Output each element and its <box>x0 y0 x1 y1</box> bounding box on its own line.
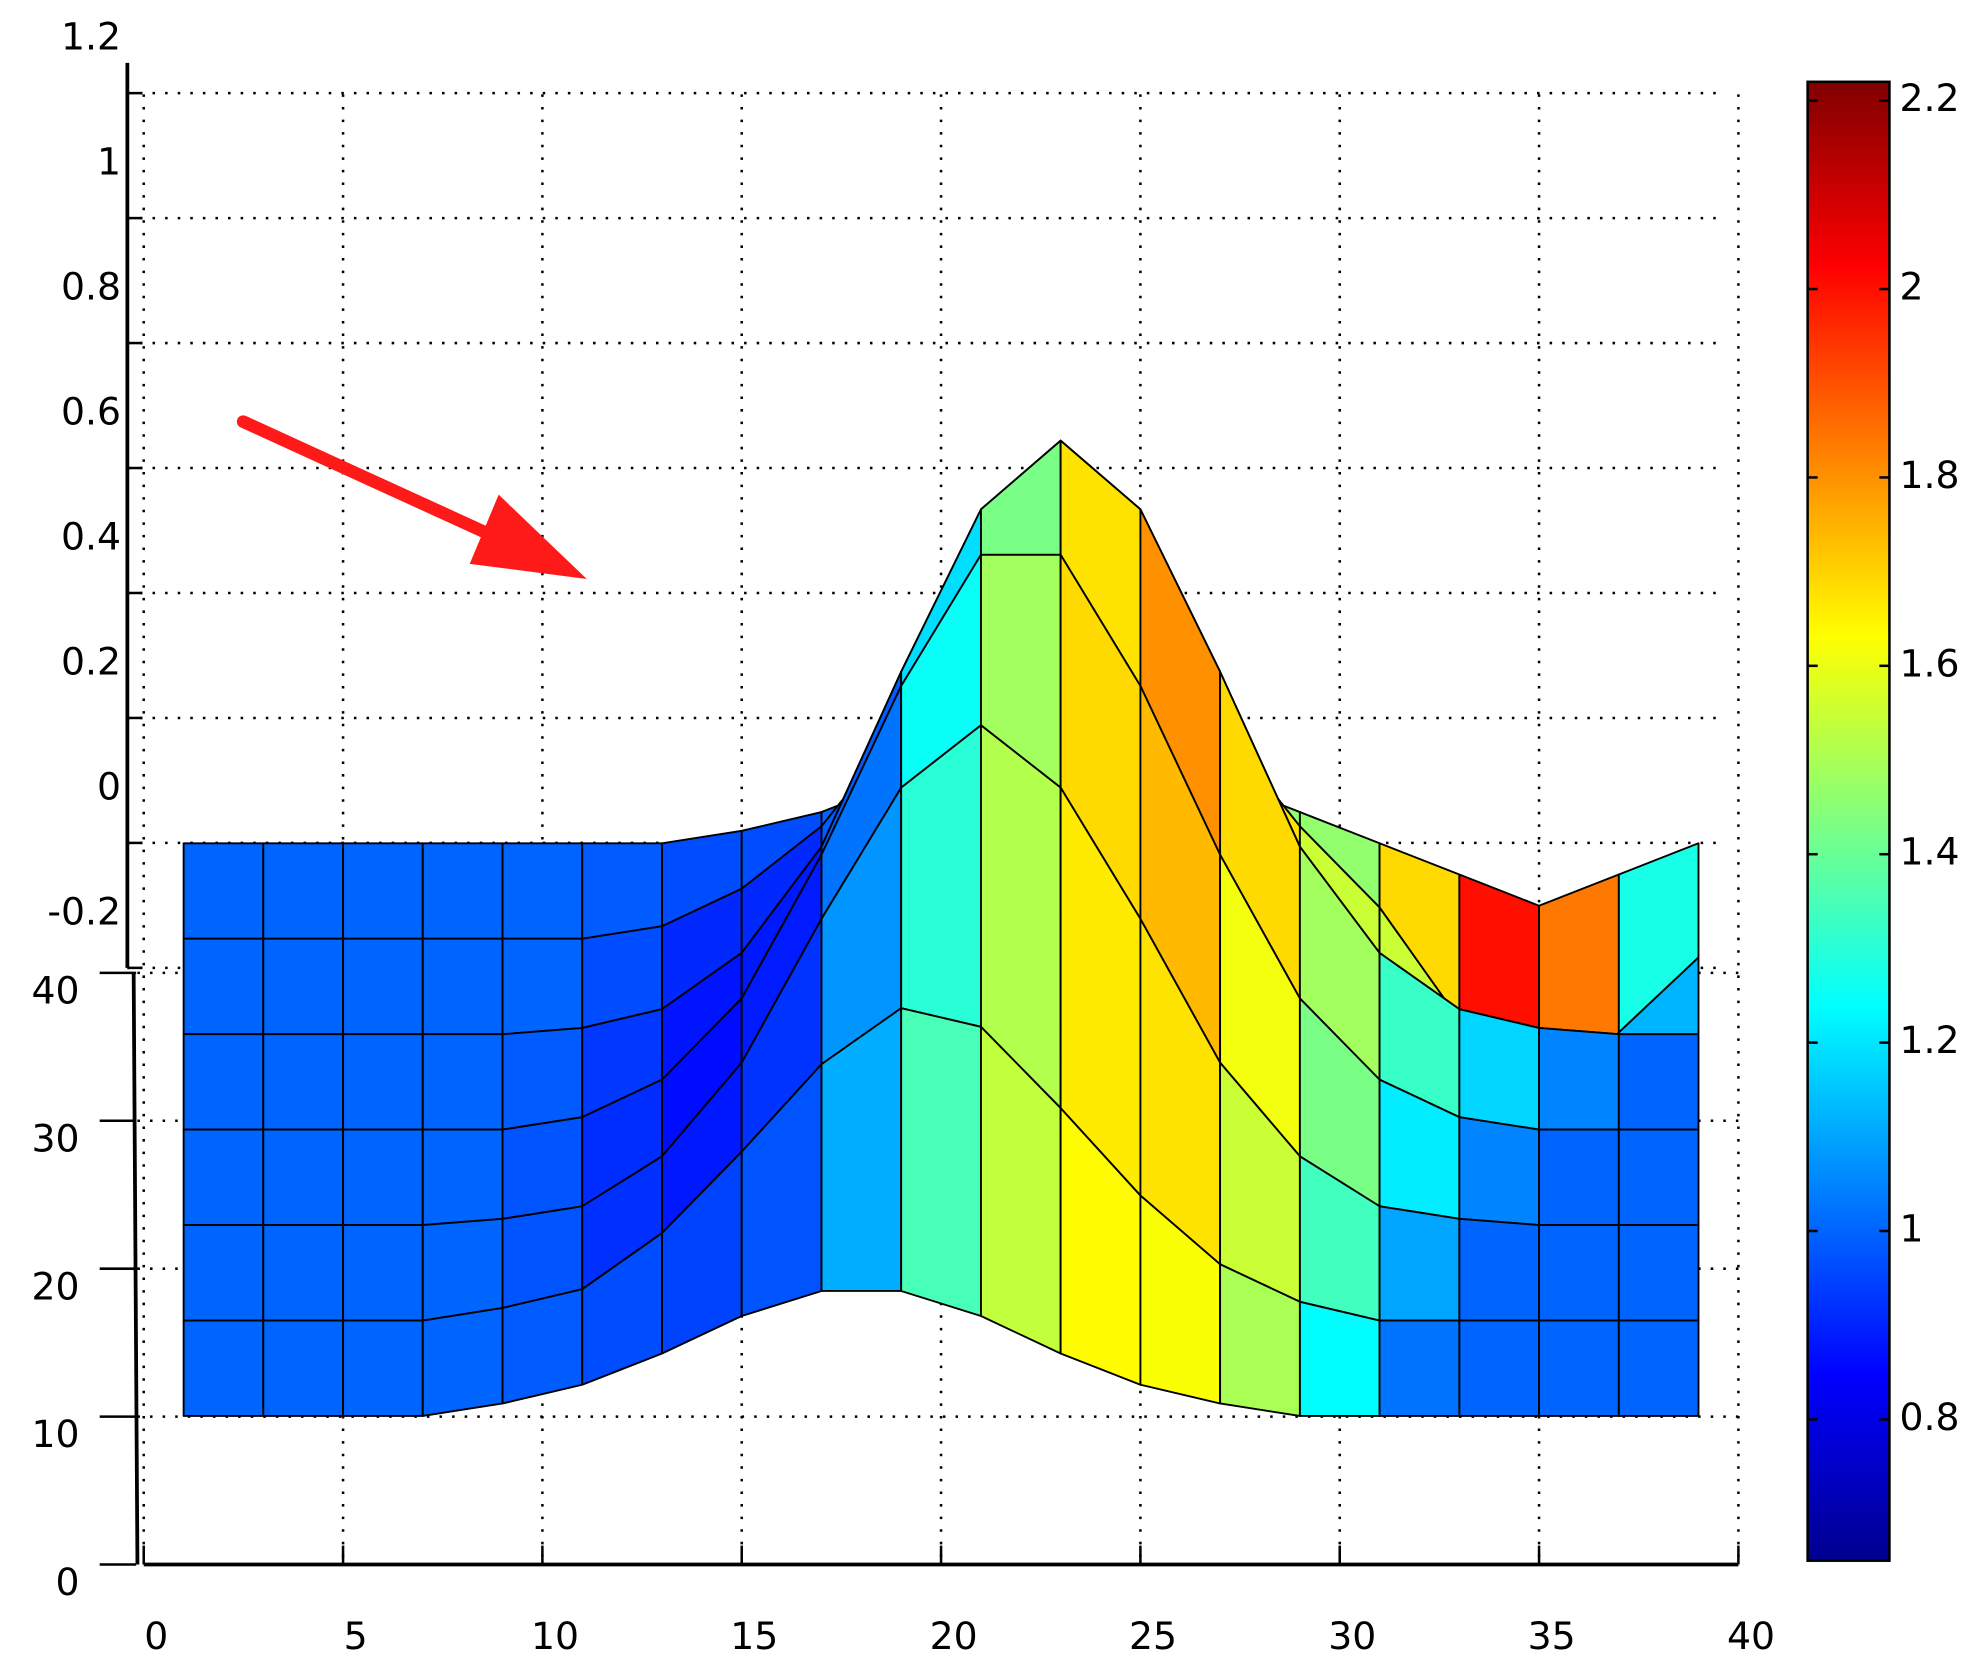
surface-patch <box>182 842 265 940</box>
surface-patch <box>342 1033 424 1131</box>
colorbar-tick-label: 1.2 <box>1900 1018 1960 1062</box>
surface-patch <box>501 1026 584 1131</box>
surface-patch <box>182 937 265 1036</box>
z-tick-label: 1.2 <box>61 15 121 59</box>
z-tick-label: 0.8 <box>61 264 121 308</box>
surface-patch <box>1617 1319 1700 1417</box>
surface-patch <box>1458 1319 1540 1417</box>
surface-patch <box>421 1128 504 1226</box>
surface-patch <box>1617 1128 1700 1226</box>
surface-patch <box>342 1128 424 1226</box>
surface-patch <box>1458 1008 1540 1131</box>
surface-patch <box>421 1217 504 1322</box>
surface-patch <box>900 1007 982 1317</box>
surface <box>182 439 1700 1417</box>
surface-patch <box>1538 1026 1620 1131</box>
x-tick-label: 30 <box>1328 1614 1376 1658</box>
z-tick-label: -0.2 <box>47 889 121 933</box>
x-tick-label: 15 <box>730 1614 778 1658</box>
surface-patch <box>501 1288 584 1405</box>
y-tick-label: 30 <box>31 1116 79 1160</box>
x-tick-label: 40 <box>1727 1614 1775 1658</box>
surface-patch <box>342 937 424 1036</box>
surface-patch <box>1378 1319 1461 1417</box>
surface-patch <box>342 842 424 940</box>
x-tick-label: 5 <box>344 1614 368 1658</box>
surface-patch <box>421 842 504 940</box>
colorbar-tick-label: 2 <box>1900 265 1924 309</box>
surface-patch <box>1298 1300 1381 1417</box>
surface-patch <box>262 1224 345 1322</box>
axes: 0 5 10 15 20 25 30 35 40 -0.2 0 0.2 0.4 0.6 0.8 1 1.2 0 10… <box>31 15 1775 1659</box>
surface-patch <box>501 1116 584 1220</box>
surface-patch <box>581 842 663 940</box>
surface-patch <box>342 1319 424 1417</box>
colorbar-tick-label: 0.8 <box>1900 1395 1960 1439</box>
surface-patch <box>1378 1205 1461 1322</box>
surface-patch <box>421 1307 504 1417</box>
colorbar-tick-label: 1.6 <box>1900 641 1960 685</box>
surface-patch <box>1617 1224 1700 1322</box>
annotation-arrow <box>236 415 587 579</box>
y-tick-label: 20 <box>31 1264 79 1308</box>
surface-patch <box>182 1128 265 1226</box>
surface-patch <box>262 937 345 1036</box>
surface-patch <box>262 1033 345 1131</box>
colorbar <box>1806 80 1891 1562</box>
x-tick-label: 35 <box>1528 1614 1576 1658</box>
y-tick-label: 10 <box>31 1412 79 1456</box>
z-tick-label: 1 <box>97 139 121 183</box>
surface-patch <box>1538 1319 1620 1417</box>
surface-patch <box>1617 1033 1700 1131</box>
surface-patch <box>182 1319 265 1417</box>
surface-patch <box>501 937 584 1036</box>
z-tick-label: 0.4 <box>61 514 121 558</box>
surface-patch <box>421 937 504 1036</box>
surface-patch <box>262 1319 345 1417</box>
surface-patch <box>342 1224 424 1322</box>
colorbar-ticks: 0.8 1 1.2 1.4 1.6 1.8 2 2.2 <box>1807 76 1960 1439</box>
surface-patch <box>980 439 1062 556</box>
colorbar-tick-label: 1.4 <box>1900 830 1960 874</box>
colorbar-tick-label: 1 <box>1900 1207 1924 1251</box>
surface-patch <box>262 1128 345 1226</box>
surface-patch <box>182 1033 265 1131</box>
surface-patch <box>1538 1128 1620 1226</box>
colorbar-tick-label: 2.2 <box>1900 76 1960 120</box>
x-tick-label: 25 <box>1129 1614 1177 1658</box>
surface-patch <box>1458 1217 1540 1322</box>
x-tick-label: 20 <box>930 1614 978 1658</box>
z-tick-label: 0.2 <box>61 639 121 683</box>
y-tick-label: 0 <box>56 1560 80 1604</box>
surface-patch <box>1458 1116 1540 1226</box>
x-tick-label: 10 <box>531 1614 579 1658</box>
x-tick-label: 0 <box>144 1614 168 1658</box>
z-tick-label: 0 <box>97 764 121 808</box>
z-tick-label: 0.6 <box>61 389 121 433</box>
surface-patch <box>501 842 584 940</box>
y-tick-label: 40 <box>31 969 79 1013</box>
surface-patch <box>421 1033 504 1131</box>
colorbar-tick-label: 1.8 <box>1900 453 1960 497</box>
surface-patch <box>1538 1224 1620 1322</box>
surface-patch <box>262 842 345 940</box>
surface-patch <box>182 1224 265 1322</box>
